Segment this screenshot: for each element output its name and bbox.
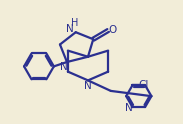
Text: N: N [66,24,74,34]
Text: Cl: Cl [139,80,149,90]
Text: H: H [71,18,79,28]
Text: N: N [84,81,92,91]
Text: N: N [125,103,132,113]
Text: O: O [108,25,117,35]
Text: N: N [60,62,68,72]
